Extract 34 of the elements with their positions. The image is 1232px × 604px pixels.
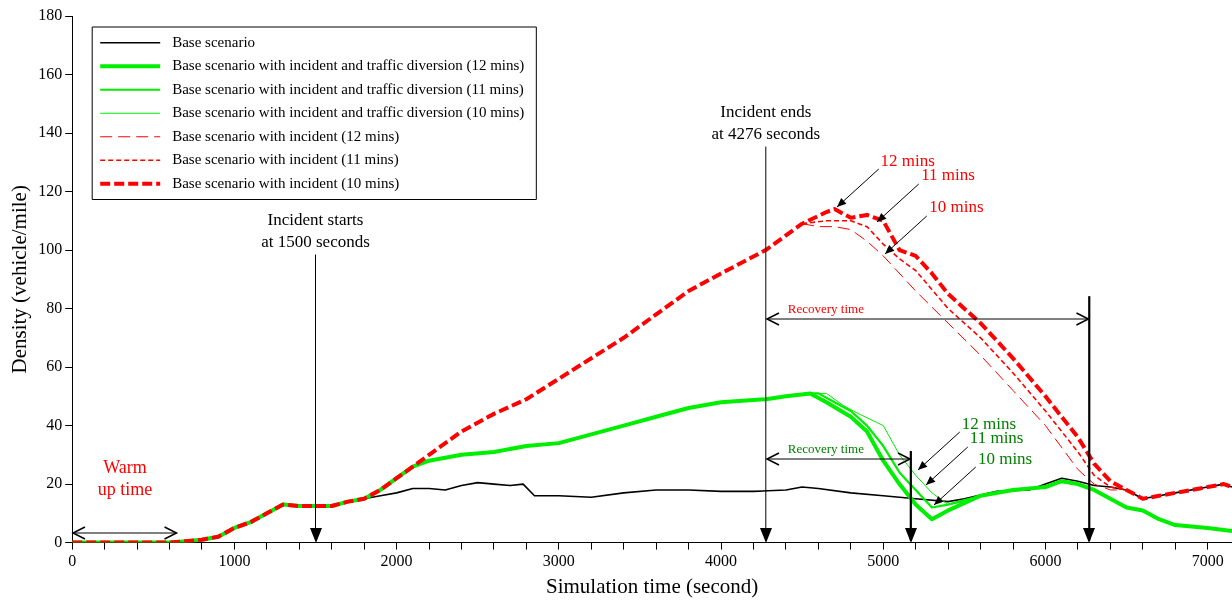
legend-label: Base scenario with incident and traffic diversion (12 mins) xyxy=(172,57,525,75)
annotation: Recovery time xyxy=(787,300,865,316)
legend-label: Base scenario with incident and traffic diversion (10 mins) xyxy=(172,104,525,122)
x-tick-label: 4000 xyxy=(705,552,738,570)
x-tick-label: 3000 xyxy=(542,552,575,570)
ref-line-label: Incident ends at 4276 seconds xyxy=(711,101,821,143)
legend-label: Base scenario xyxy=(172,33,256,50)
y-tick-label: 180 xyxy=(38,6,63,24)
y-tick-label: 0 xyxy=(54,532,63,550)
annotation: Recovery time xyxy=(787,440,865,456)
x-tick-label: 2000 xyxy=(380,552,413,570)
y-tick-label: 80 xyxy=(46,298,63,316)
x-tick-label: 6000 xyxy=(1029,552,1062,570)
y-tick-label: 120 xyxy=(38,181,63,199)
annotation: 10 mins xyxy=(929,197,984,217)
annotation: 10 mins xyxy=(977,448,1033,468)
y-tick-label: 160 xyxy=(38,64,63,82)
x-tick-label: 5000 xyxy=(867,552,900,570)
y-tick-label: 40 xyxy=(46,415,63,433)
legend-label: Base scenario with incident and traffic diversion (11 mins) xyxy=(172,80,524,98)
y-tick-label: 20 xyxy=(46,474,63,492)
annotation: Warm up time xyxy=(97,456,153,499)
x-axis-title: Simulation time (second) xyxy=(545,573,759,598)
x-tick-label: 1000 xyxy=(218,552,251,570)
y-tick-label: 100 xyxy=(38,240,63,258)
x-tick-label: 0 xyxy=(68,552,77,570)
y-axis-title: Density (vehicle/mile) xyxy=(7,185,32,374)
y-tick-label: 140 xyxy=(38,123,63,141)
y-tick-label: 60 xyxy=(46,357,63,375)
x-tick-label: 7000 xyxy=(1191,552,1224,570)
ref-line-label: Incident starts at 1500 seconds xyxy=(261,209,370,251)
legend-label: Base scenario with incident (10 mins) xyxy=(172,174,400,192)
legend-label: Base scenario with incident (12 mins) xyxy=(172,127,400,145)
legend-label: Base scenario with incident (11 mins) xyxy=(172,151,399,169)
